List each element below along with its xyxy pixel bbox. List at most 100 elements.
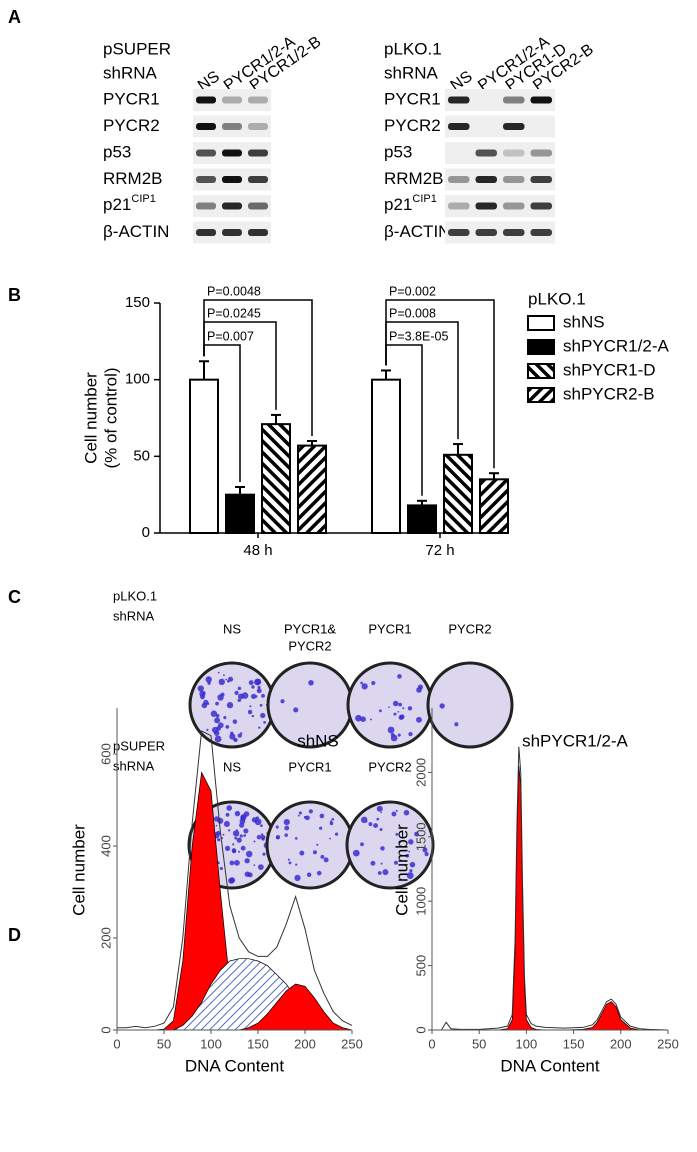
- colony: [262, 852, 266, 856]
- x-tick-label: 150: [563, 1036, 585, 1051]
- blot-band: [475, 176, 497, 183]
- y-tick-label: 2000: [413, 758, 428, 787]
- colony: [260, 712, 266, 719]
- row-label-sup: CIP1: [412, 193, 436, 205]
- blot-band: [530, 96, 552, 104]
- colony: [360, 716, 366, 723]
- colony: [382, 869, 389, 876]
- colony: [284, 825, 290, 831]
- colony: [416, 716, 422, 723]
- legend-swatch: [527, 315, 555, 331]
- x-tick-label: 48 h: [243, 542, 272, 559]
- colony: [216, 830, 221, 836]
- plate-label: NS: [223, 621, 241, 636]
- p-value: P=0.0048: [207, 284, 261, 298]
- colony: [202, 691, 206, 695]
- blot-strip: [445, 195, 555, 217]
- colony: [395, 809, 398, 812]
- colony: [397, 733, 401, 737]
- blot-band: [448, 202, 470, 210]
- colony: [355, 714, 362, 722]
- plate-label: PYCR2: [368, 759, 411, 774]
- blot-vector: pLKO.1: [384, 39, 442, 58]
- bar: [189, 378, 219, 534]
- colony: [397, 674, 402, 679]
- y-tick-label: 500: [413, 955, 428, 977]
- panel-label: B: [8, 285, 21, 305]
- blot-band: [248, 176, 268, 183]
- blot-band: [222, 149, 242, 157]
- phase-area: [432, 1001, 668, 1031]
- colony: [329, 837, 331, 840]
- colony: [214, 717, 221, 724]
- colony: [407, 706, 413, 711]
- colony: [253, 864, 256, 866]
- x-tick-label: 50: [472, 1036, 486, 1051]
- colony: [197, 685, 204, 692]
- colony: [251, 817, 258, 823]
- colony: [249, 705, 252, 708]
- x-tick-label: 50: [157, 1036, 171, 1051]
- colony: [380, 846, 385, 851]
- colony: [395, 832, 399, 836]
- row-label-main: p21: [103, 195, 131, 214]
- colony: [416, 687, 422, 693]
- colony: [247, 872, 253, 878]
- blot-band: [248, 149, 268, 157]
- blot-kind: shRNA: [103, 63, 158, 82]
- colony: [304, 815, 310, 821]
- row-label: RRM2B: [103, 169, 163, 188]
- colony: [234, 690, 239, 695]
- colony: [215, 713, 220, 718]
- colony: [276, 836, 279, 840]
- bar: [261, 423, 291, 534]
- colony: [408, 850, 411, 853]
- colony: [256, 688, 262, 694]
- blot-kind: shRNA: [384, 63, 439, 82]
- bar: [407, 504, 437, 534]
- y-tick-label: 1500: [413, 822, 428, 851]
- x-tick-label: 200: [294, 1036, 316, 1051]
- y-tick-label: 150: [125, 294, 150, 311]
- bar: [225, 493, 255, 534]
- colony: [316, 843, 319, 846]
- colony: [256, 834, 262, 840]
- y-tick-label: 400: [98, 835, 113, 857]
- colony: [261, 693, 265, 698]
- colony: [414, 831, 419, 837]
- colony: [293, 707, 299, 713]
- panel-label: C: [8, 587, 21, 607]
- colony: [225, 724, 230, 729]
- y-tick-label: 0: [413, 1026, 428, 1033]
- colony: [223, 820, 230, 828]
- colony: [294, 837, 298, 840]
- colony: [226, 805, 233, 811]
- blot-band: [530, 202, 552, 210]
- colony: [223, 715, 227, 720]
- plate-kind: shRNA: [113, 758, 155, 773]
- colony: [228, 829, 231, 832]
- row-label: PYCR1: [103, 89, 160, 108]
- blot-band: [530, 229, 552, 236]
- colony: [239, 834, 243, 838]
- colony: [253, 840, 256, 843]
- colony: [254, 695, 258, 698]
- colony: [454, 722, 459, 727]
- colony: [360, 842, 364, 847]
- colony: [297, 814, 300, 817]
- plate-vector: pLKO.1: [113, 588, 157, 603]
- colony: [225, 678, 228, 681]
- colony: [360, 681, 363, 685]
- colony: [251, 685, 255, 689]
- colony: [232, 719, 238, 724]
- colony: [210, 710, 218, 717]
- x-axis-label: DNA Content: [500, 1056, 599, 1075]
- x-tick-label: 150: [247, 1036, 269, 1051]
- colony: [295, 863, 298, 866]
- bar: [371, 378, 401, 534]
- colony: [284, 833, 288, 837]
- row-label: p21CIP1: [384, 193, 437, 215]
- colony: [218, 678, 225, 686]
- blot-band: [448, 176, 470, 183]
- x-axis-label: DNA Content: [185, 1056, 284, 1075]
